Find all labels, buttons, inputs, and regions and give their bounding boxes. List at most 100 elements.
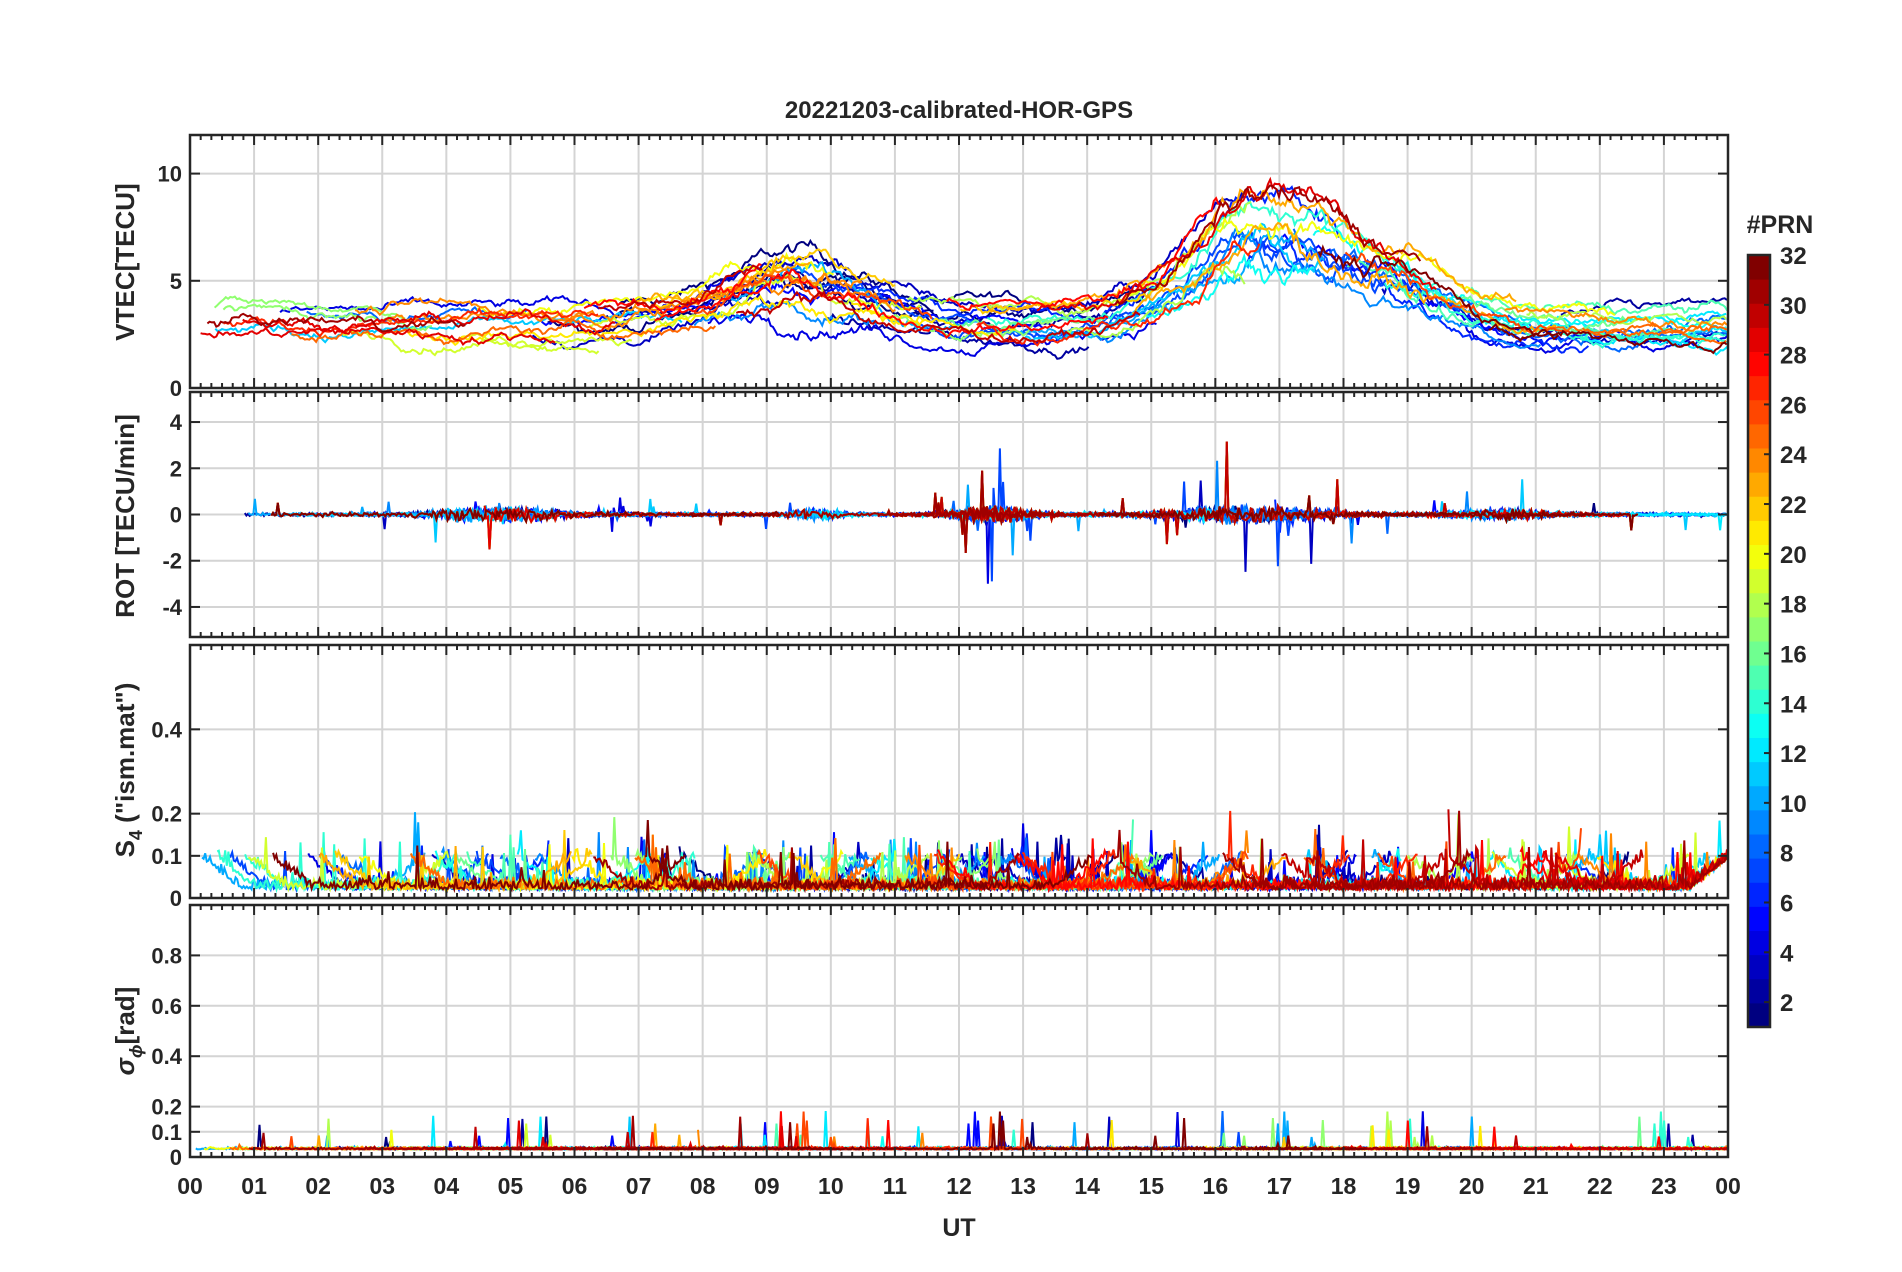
prn-series-line bbox=[707, 313, 1157, 357]
prn-series-line bbox=[1281, 839, 1448, 894]
prn-series-line bbox=[524, 1126, 1051, 1152]
sigma-panel: 00.10.2 0.4 0.6 0.8 bbox=[151, 903, 1730, 1170]
x-tick-label: 13 bbox=[1010, 1173, 1036, 1199]
x-tick-label: 00 bbox=[177, 1173, 203, 1199]
prn-series-line bbox=[291, 318, 717, 346]
colorbar-segment bbox=[1748, 327, 1770, 352]
prn-series-line bbox=[619, 238, 1022, 306]
colorbar-tick-label: 2 bbox=[1780, 990, 1793, 1017]
prn-series-line bbox=[213, 295, 406, 320]
prn-series-line bbox=[547, 276, 934, 335]
x-tick-label: 22 bbox=[1587, 1173, 1613, 1199]
prn-series-line bbox=[691, 492, 1129, 553]
x-tick-label: 12 bbox=[946, 1173, 972, 1199]
prn-series-line bbox=[723, 1118, 979, 1152]
prn-series-line bbox=[304, 1118, 575, 1151]
colorbar-tick-label: 32 bbox=[1780, 243, 1807, 270]
sigma-ylabel: σϕ[rad] bbox=[110, 987, 146, 1076]
prn-series-line bbox=[654, 268, 1109, 339]
colorbar-segment bbox=[1748, 448, 1770, 473]
prn-series-line bbox=[1317, 244, 1560, 341]
series-group bbox=[243, 441, 1728, 584]
x-tick-label: 10 bbox=[818, 1173, 844, 1199]
colorbar-tick-label: 10 bbox=[1780, 791, 1807, 818]
prn-series-line bbox=[597, 264, 763, 312]
prn-series-line bbox=[556, 1111, 1090, 1152]
prn-series-line bbox=[597, 1111, 1094, 1152]
y-tick-label: -4 bbox=[162, 595, 182, 620]
prn-series-line bbox=[1526, 309, 1727, 326]
y-tick-label: 4 bbox=[170, 410, 183, 435]
colorbar-frame bbox=[1746, 253, 1772, 1029]
colorbar-tick-label: 12 bbox=[1780, 741, 1807, 768]
x-tick-label: 23 bbox=[1651, 1173, 1677, 1199]
colorbar-segment bbox=[1748, 592, 1770, 618]
colorbar-label: #PRN bbox=[1747, 211, 1814, 239]
y-tick-label: 0.2 bbox=[151, 802, 182, 827]
prn-series-line bbox=[693, 272, 933, 320]
colorbar-tick-label: 22 bbox=[1780, 492, 1807, 519]
colorbar-tick-label: 8 bbox=[1780, 841, 1793, 868]
prn-series-line bbox=[609, 1118, 1097, 1151]
prn-series-line bbox=[1114, 184, 1422, 306]
prn-series-line bbox=[200, 326, 556, 346]
rot-panel: -4 -2 0 2 4 bbox=[162, 390, 1730, 639]
x-tick-label: 08 bbox=[690, 1173, 716, 1199]
prn-series-line bbox=[1185, 460, 1508, 544]
colorbar-segment bbox=[1748, 375, 1770, 401]
prn-series-line bbox=[1422, 1123, 1728, 1152]
colorbar-segment bbox=[1748, 737, 1770, 763]
colorbar-segment bbox=[1748, 568, 1770, 594]
y-tick-label: 0 bbox=[170, 886, 182, 911]
x-tick-label: 17 bbox=[1267, 1173, 1293, 1199]
series-group bbox=[201, 809, 1728, 894]
prn-series-line bbox=[851, 301, 1016, 338]
y-tick-label: 10 bbox=[158, 162, 182, 187]
prn-series-line bbox=[1116, 1118, 1367, 1151]
prn-series-line bbox=[342, 329, 600, 357]
colorbar-segment bbox=[1748, 761, 1770, 787]
prn-series-line bbox=[976, 239, 1261, 347]
rot-ylabel: ROT [TECU/min] bbox=[110, 414, 140, 618]
colorbar-segment bbox=[1748, 978, 1770, 1004]
colorbar-tick-label: 26 bbox=[1780, 392, 1807, 419]
colorbar-tick-label: 6 bbox=[1780, 890, 1793, 917]
prn-series-line bbox=[691, 492, 1129, 553]
x-tick-label: 04 bbox=[434, 1173, 460, 1199]
s4-ylabel-main: S bbox=[110, 840, 140, 857]
series-group bbox=[200, 176, 1728, 360]
x-tick-label: 15 bbox=[1138, 1173, 1164, 1199]
x-tick-label: 05 bbox=[498, 1173, 524, 1199]
x-tick-labels: 00 01 02 03 04 05 06 07 08 09 10 11 12 13 14 15 16 17 18 19… bbox=[177, 1173, 1741, 1199]
x-tick-label: 14 bbox=[1074, 1173, 1100, 1199]
x-tick-label: 11 bbox=[883, 1173, 908, 1199]
colorbar-tick-label: 28 bbox=[1780, 343, 1807, 370]
prn-series-line bbox=[1066, 263, 1246, 339]
vtec-ylabel: VTEC[TECU] bbox=[110, 183, 140, 340]
prn-series-line bbox=[284, 498, 661, 543]
prn-series-line bbox=[1098, 495, 1639, 531]
colorbar-segment bbox=[1748, 1002, 1770, 1028]
x-tick-label: 16 bbox=[1203, 1173, 1229, 1199]
y-tick-label: 0.8 bbox=[151, 943, 182, 968]
y-tick-label: 0 bbox=[170, 503, 182, 528]
prn-series-line bbox=[876, 313, 1053, 343]
prn-series-line bbox=[1004, 232, 1326, 339]
sigma-ylabel-main: σ bbox=[110, 1056, 140, 1075]
prn-series-line bbox=[1112, 810, 1472, 893]
x-tick-label: 20 bbox=[1459, 1173, 1485, 1199]
prn-series-line bbox=[206, 312, 466, 333]
s4-ylabel: S4 ("ism.mat") bbox=[110, 683, 146, 858]
x-tick-label: 01 bbox=[241, 1173, 267, 1199]
prn-series-line bbox=[939, 315, 1106, 334]
x-tick-label: 21 bbox=[1523, 1173, 1549, 1199]
x-tick-label: 19 bbox=[1395, 1173, 1421, 1199]
x-tick-label: 09 bbox=[754, 1173, 780, 1199]
figure-title: 20221203-calibrated-HOR-GPS bbox=[785, 97, 1133, 124]
y-tick-label: -2 bbox=[162, 549, 182, 574]
y-tick-label: 0.4 bbox=[151, 1044, 182, 1069]
prn-series-line bbox=[270, 502, 781, 525]
prn-series-line bbox=[1549, 321, 1728, 338]
prn-series-line bbox=[735, 290, 1141, 344]
sigma-ylabel-sub: ϕ bbox=[126, 1044, 146, 1058]
